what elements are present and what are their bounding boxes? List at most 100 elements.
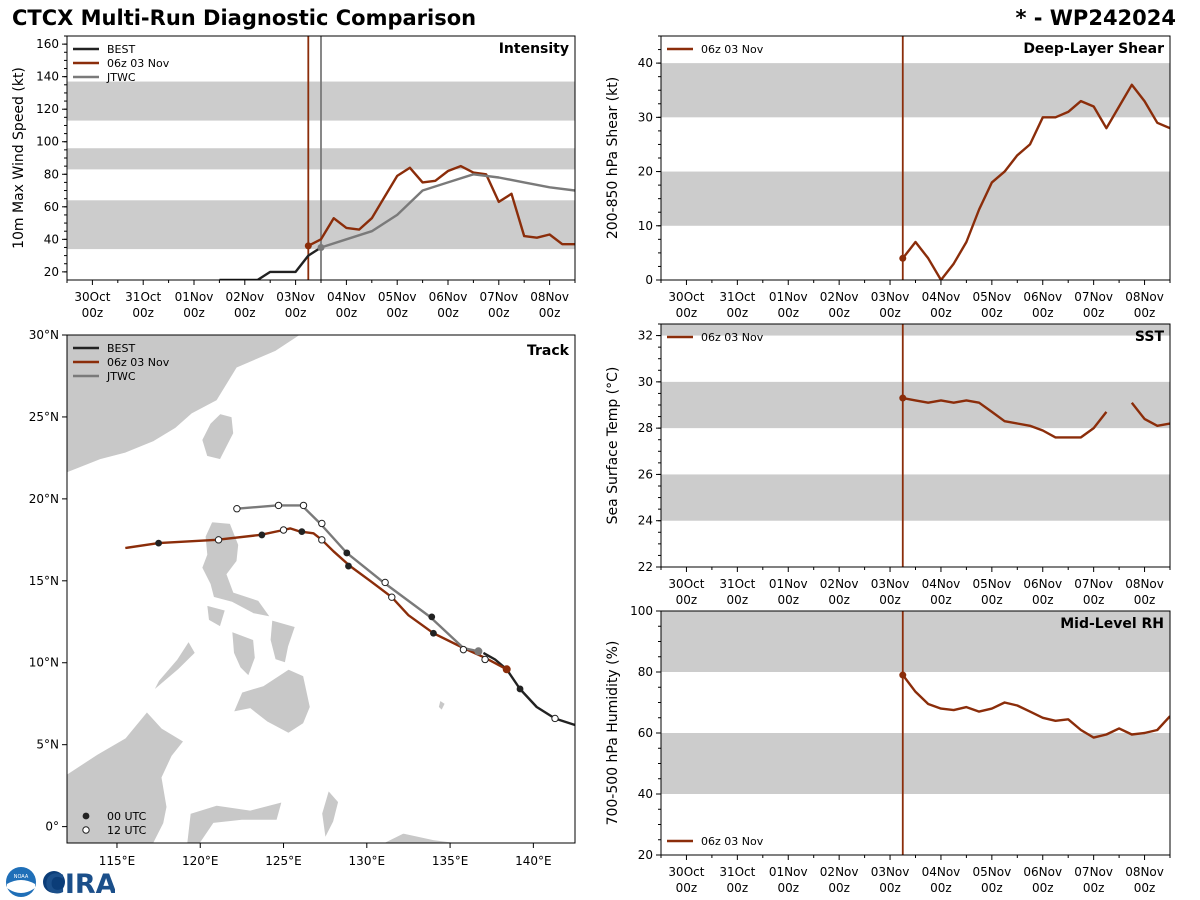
x-tick-label-day: 01Nov (175, 290, 214, 304)
x-tick-label-hour: 00z (1134, 881, 1156, 895)
legend-label: JTWC (106, 370, 136, 383)
x-tick-label-day: 04Nov (922, 290, 961, 304)
x-tick-label-day: 05Nov (378, 290, 417, 304)
y-axis-label: 10m Max Wind Speed (kt) (11, 67, 27, 249)
track-point-00utc (428, 613, 436, 621)
lat-tick-label: 15°N (29, 574, 59, 588)
threshold-band (661, 63, 1170, 118)
storm-id: * - WP242024 (1015, 6, 1176, 30)
legend-label: 06z 03 Nov (701, 43, 764, 56)
legend-label: JTWC (106, 71, 136, 84)
x-tick-label-hour: 00z (727, 593, 749, 607)
x-tick-label-hour: 00z (676, 593, 698, 607)
series-line-best (219, 246, 322, 280)
legend-label: 06z 03 Nov (107, 356, 170, 369)
x-tick-label-hour: 00z (1032, 881, 1054, 895)
threshold-band (661, 381, 1170, 429)
y-tick-label: 22 (638, 560, 653, 574)
cira-logo-text: CIRA (45, 869, 115, 898)
x-tick-label-day: 06Nov (1023, 577, 1062, 591)
noaa-wave-icon (7, 880, 35, 893)
track-point-12utc (459, 645, 468, 654)
chart-intensity: 30Oct 00z 31Oct 00z 01Nov 00z 02Nov 00z 03Nov 00z… (11, 35, 576, 320)
series-start-point (899, 394, 907, 402)
x-tick-label-day: 03Nov (871, 290, 910, 304)
x-tick-label-day: 06Nov (1023, 865, 1062, 879)
series-line-06z-03-nov (902, 396, 1170, 439)
x-tick-label-day: 03Nov (276, 290, 315, 304)
y-tick-label: 30 (638, 110, 653, 124)
x-tick-label-day: 07Nov (1074, 865, 1113, 879)
lat-tick-label: 10°N (29, 656, 59, 670)
land-new-guinea (383, 832, 459, 843)
x-tick-label-hour: 00z (82, 306, 104, 320)
threshold-band (661, 171, 1170, 226)
lat-tick-label: 25°N (29, 410, 59, 424)
track-point-12utc (318, 519, 326, 528)
x-tick-label-hour: 00z (336, 306, 358, 320)
x-tick-label-day: 05Nov (972, 290, 1011, 304)
x-tick-label-hour: 00z (981, 306, 1003, 320)
x-tick-label-hour: 00z (930, 881, 952, 895)
x-tick-label-day: 07Nov (1074, 577, 1113, 591)
y-tick-label: 60 (638, 726, 653, 740)
y-tick-label: 100 (630, 604, 653, 618)
x-tick-label-hour: 00z (1134, 593, 1156, 607)
x-tick-label-hour: 00z (828, 881, 850, 895)
plot-area-intensity (67, 36, 575, 280)
x-tick-label-hour: 00z (930, 306, 952, 320)
panel-title: SST (1135, 329, 1165, 345)
x-tick-label-day: 30Oct (668, 865, 704, 879)
x-tick-label-hour: 00z (828, 306, 850, 320)
lon-tick-label: 135°E (432, 854, 469, 868)
plot-area-rh (661, 611, 1170, 855)
land-luzon (201, 521, 272, 618)
legend-label: BEST (107, 43, 135, 56)
land-sulawesi (186, 801, 283, 843)
map-frame (66, 334, 576, 844)
y-tick-label: 20 (44, 265, 59, 279)
panel-title: Deep-Layer Shear (1023, 41, 1164, 57)
x-tick-label-hour: 00z (727, 306, 749, 320)
track-line-06z-03-nov (125, 527, 508, 671)
x-tick-label-day: 30Oct (74, 290, 110, 304)
x-tick-label-hour: 00z (132, 306, 154, 320)
track-point-12utc (388, 593, 396, 601)
y-tick-label: 40 (638, 56, 653, 70)
threshold-band (661, 611, 1170, 672)
track-point-12utc (481, 655, 489, 664)
series-line-06z-03-nov (307, 164, 575, 247)
track-point-00utc (258, 531, 266, 539)
y-tick-label: 40 (638, 787, 653, 801)
y-tick-label: 30 (638, 375, 653, 389)
chart-track: 115°E 120°E 125°E 130°E 135°E 140°E 0° 5°N 10°N 1… (29, 328, 576, 868)
x-tick-label-hour: 00z (676, 881, 698, 895)
x-tick-label-day: 04Nov (922, 865, 961, 879)
y-tick-label: 26 (638, 467, 653, 481)
y-tick-label: 28 (638, 421, 653, 435)
land-taiwan (201, 413, 235, 460)
y-tick-label: 100 (36, 135, 59, 149)
lat-tick-label: 20°N (29, 492, 59, 506)
x-tick-label-day: 08Nov (1125, 865, 1164, 879)
land-palawan (153, 640, 196, 691)
y-tick-label: 10 (638, 219, 653, 233)
x-tick-label-hour: 00z (539, 306, 561, 320)
lat-tick-label: 30°N (29, 328, 59, 342)
track-point-12utc (279, 526, 288, 534)
track-point-00utc (343, 549, 351, 557)
page-title: CTCX Multi-Run Diagnostic Comparison (12, 6, 477, 30)
x-tick-label-hour: 00z (777, 881, 799, 895)
track-point-00utc (430, 629, 437, 637)
plot-area-sst (661, 324, 1170, 567)
x-tick-label-hour: 00z (879, 881, 901, 895)
threshold-band (661, 474, 1170, 521)
x-tick-label-day: 06Nov (1023, 290, 1062, 304)
track-start-point (502, 665, 511, 674)
legend-label: 06z 03 Nov (701, 331, 764, 344)
series-line-06z-03-nov (901, 674, 1170, 739)
y-tick-label: 140 (36, 70, 59, 84)
y-tick-label: 32 (638, 329, 653, 343)
land-asia-mainland (67, 335, 301, 474)
